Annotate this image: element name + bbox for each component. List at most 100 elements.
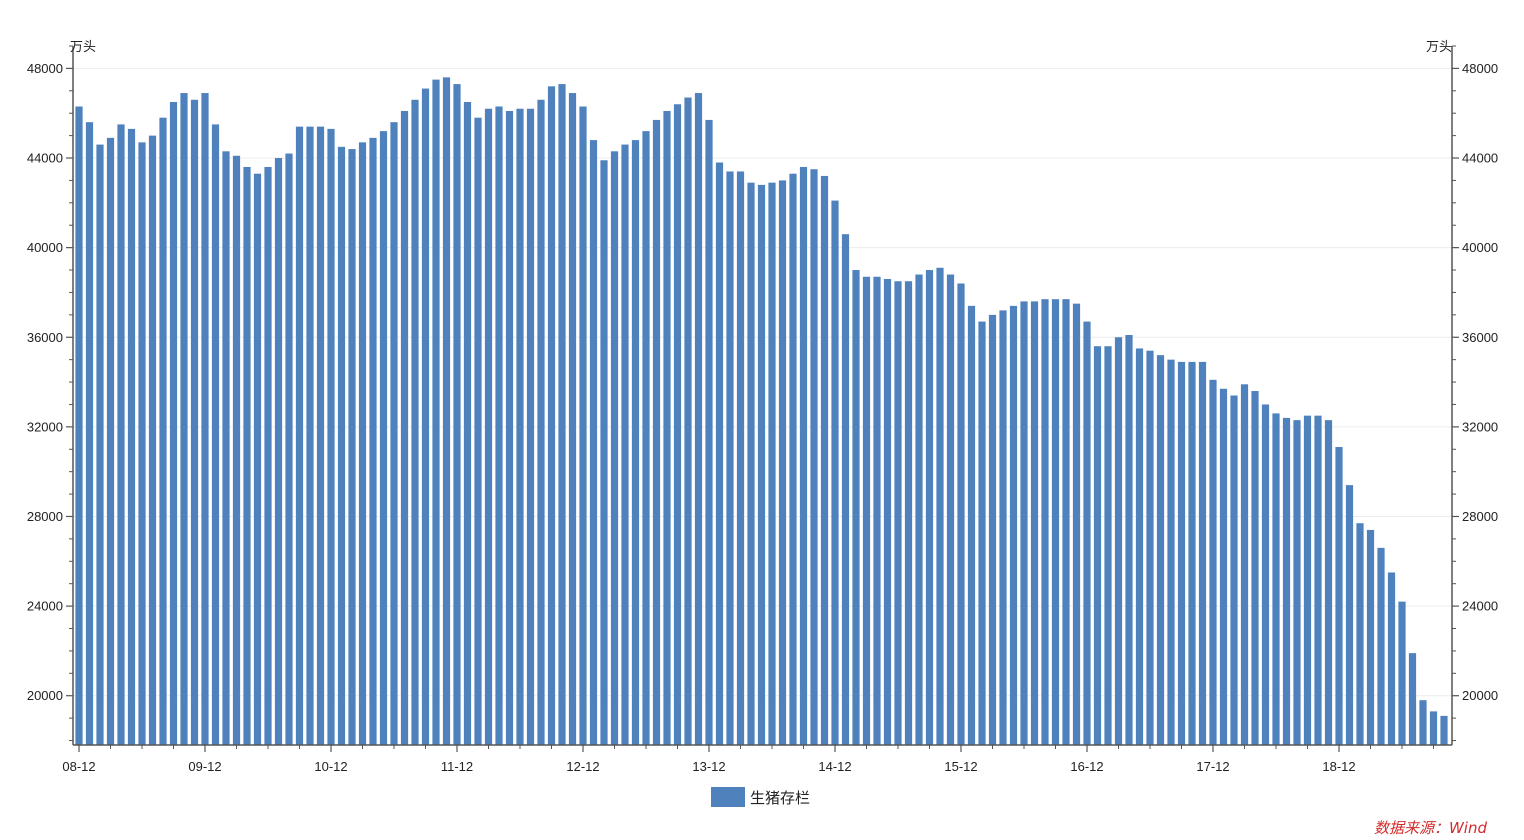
bar (1356, 523, 1364, 745)
left-axis-unit-label: 万头 (70, 40, 96, 55)
bar (201, 93, 209, 746)
bar (138, 142, 146, 746)
legend: 生猪存栏 (711, 787, 810, 807)
bar (1419, 700, 1427, 745)
x-tick-label: 10-12 (314, 759, 347, 774)
bar (799, 166, 808, 746)
bar (1282, 417, 1291, 745)
bar (243, 166, 251, 746)
bar (1261, 404, 1270, 745)
bar (1240, 384, 1249, 745)
bar (85, 122, 94, 746)
bar (1030, 301, 1039, 745)
bar (1156, 355, 1165, 745)
bar (274, 158, 283, 745)
bar (264, 166, 272, 746)
bar (925, 270, 934, 745)
right-y-tick-label: 24000 (1462, 599, 1498, 614)
bar (736, 171, 745, 745)
bar (232, 155, 241, 745)
bar (453, 84, 461, 746)
right-y-tick-label: 36000 (1462, 330, 1498, 345)
bar (474, 117, 482, 745)
bar (211, 124, 220, 745)
bar (327, 128, 335, 745)
bar (190, 99, 199, 745)
x-tick-label: 18-12 (1322, 759, 1355, 774)
x-tick-label: 11-12 (441, 759, 473, 774)
bar (1366, 529, 1375, 745)
bar (694, 93, 703, 746)
x-tick-label: 17-12 (1196, 759, 1229, 774)
x-tick-label: 13-12 (692, 759, 725, 774)
bar (1440, 715, 1448, 746)
x-tick-label: 14-12 (818, 759, 851, 774)
bar (1072, 303, 1081, 745)
right-y-tick-label: 48000 (1462, 61, 1498, 76)
bar (222, 151, 230, 746)
bar (621, 144, 629, 745)
left-y-tick-label: 48000 (27, 61, 63, 76)
bar (253, 173, 262, 745)
bar (547, 86, 556, 745)
bar (96, 144, 104, 745)
bar (684, 97, 692, 745)
bar (904, 281, 913, 745)
bar (631, 140, 640, 746)
x-tick-label: 08-12 (62, 759, 95, 774)
bar (967, 305, 976, 745)
bar (358, 142, 367, 746)
bar (862, 276, 871, 745)
bar (1303, 415, 1312, 745)
bar (127, 128, 136, 745)
right-y-tick-label: 32000 (1462, 419, 1498, 434)
bar (379, 131, 388, 745)
legend-swatch (711, 787, 745, 807)
bar (1167, 359, 1175, 745)
bar (579, 106, 587, 746)
bar (1146, 350, 1154, 745)
bar (726, 171, 734, 745)
right-y-tick-label: 40000 (1462, 240, 1498, 255)
left-y-tick-label: 20000 (27, 688, 63, 703)
data-source-note: 数据来源：Wind (1374, 819, 1488, 837)
bar (1429, 711, 1438, 745)
left-y-tick-label: 28000 (27, 509, 63, 524)
bar (516, 108, 524, 746)
bar (1114, 337, 1123, 745)
bar (442, 77, 451, 746)
bar (180, 93, 188, 746)
bar (915, 274, 923, 745)
bar (1219, 388, 1228, 745)
bar (1209, 379, 1217, 745)
bar (747, 182, 755, 745)
right-y-tick-label: 28000 (1462, 509, 1498, 524)
bar (1272, 413, 1280, 745)
bar (148, 135, 157, 745)
bar (1135, 348, 1144, 745)
bar (526, 108, 535, 746)
bar (463, 102, 472, 745)
bar (1335, 447, 1343, 745)
bar (1408, 653, 1417, 745)
bar (75, 106, 83, 746)
bar (1093, 346, 1102, 745)
bar (159, 117, 167, 745)
bar (1398, 601, 1406, 745)
bar (169, 102, 178, 745)
bar (316, 126, 325, 745)
bar (642, 131, 650, 745)
x-tick-label: 15-12 (944, 759, 977, 774)
bar (988, 314, 997, 745)
bar (841, 234, 850, 745)
bar (978, 321, 986, 745)
bar (1293, 420, 1301, 745)
left-y-tick-label: 32000 (27, 419, 63, 434)
bar (1041, 299, 1049, 745)
bar (757, 184, 766, 745)
bar (1125, 335, 1133, 745)
bar (1324, 420, 1333, 745)
bar (705, 119, 713, 746)
bar (589, 140, 598, 746)
bar (1377, 547, 1385, 745)
